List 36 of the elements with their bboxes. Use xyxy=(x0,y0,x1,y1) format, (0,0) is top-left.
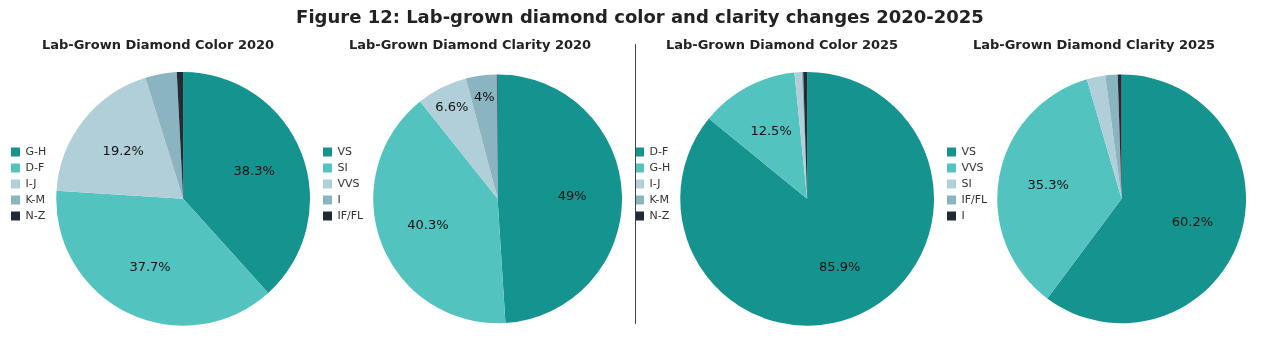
data-label: 6.6% xyxy=(435,99,469,115)
legend-label: IF/FL xyxy=(961,192,989,206)
legend-label: I xyxy=(961,208,965,222)
legend-label: I xyxy=(337,192,341,206)
data-label: 60.2% xyxy=(1171,213,1214,229)
data-label: 35.3% xyxy=(1027,176,1069,192)
legend-label: SI xyxy=(337,160,348,174)
data-label: 37.7% xyxy=(129,258,171,274)
legend-label: N-Z xyxy=(25,208,46,222)
data-label: 4% xyxy=(473,89,495,105)
legend-label: K-M xyxy=(25,192,46,206)
data-label: 38.3% xyxy=(233,162,275,178)
legend-label: VS xyxy=(961,144,977,158)
legend-label: IF/FL xyxy=(337,208,365,222)
chart-title: Lab-Grown Diamond Color 2020 xyxy=(41,37,275,53)
legend-label: D-F xyxy=(649,144,669,158)
legend-label: VVS xyxy=(337,176,360,190)
data-label: 49% xyxy=(557,187,587,203)
data-label: 12.5% xyxy=(750,123,792,139)
chart-title: Lab-Grown Diamond Clarity 2020 xyxy=(348,37,592,53)
legend-label: G-H xyxy=(649,160,671,174)
legend-label: I-J xyxy=(25,176,37,190)
data-label: 40.3% xyxy=(407,216,449,232)
data-label: 19.2% xyxy=(102,143,144,159)
legend-label: VVS xyxy=(961,160,984,174)
chart-title: Lab-Grown Diamond Clarity 2025 xyxy=(972,37,1216,53)
legend-label: SI xyxy=(961,176,972,190)
data-label: 85.9% xyxy=(819,258,861,274)
legend-label: I-J xyxy=(649,176,661,190)
legend-label: K-M xyxy=(649,192,670,206)
legend-label: G-H xyxy=(25,144,47,158)
legend-label: VS xyxy=(337,144,353,158)
caption: Figure 12: Lab-grown diamond color and clarity changes 2020-2025 xyxy=(295,5,985,29)
legend-label: N-Z xyxy=(649,208,670,222)
chart-title: Lab-Grown Diamond Color 2025 xyxy=(665,37,899,53)
legend-label: D-F xyxy=(25,160,45,174)
